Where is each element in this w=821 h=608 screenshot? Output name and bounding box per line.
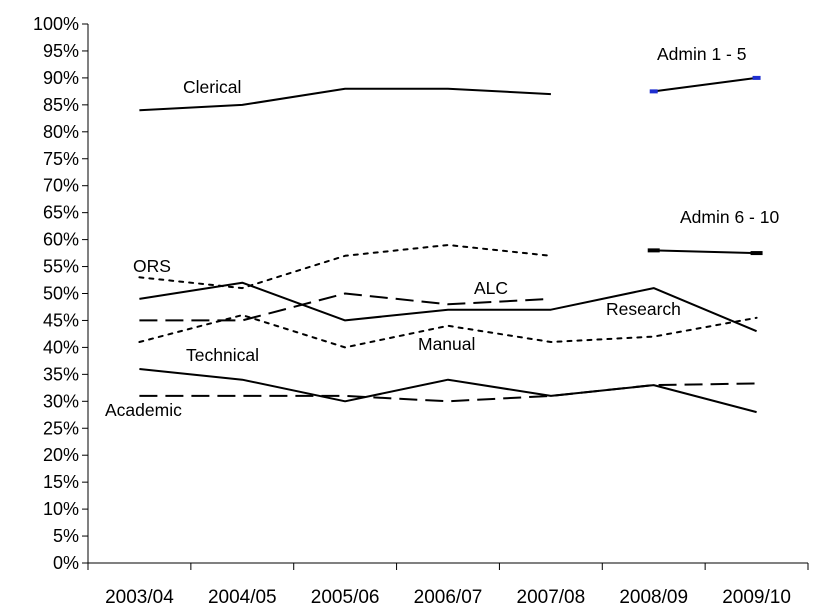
series-line-academic <box>139 382 757 403</box>
y-tick-label: 10% <box>43 499 79 519</box>
series-manual <box>138 314 758 349</box>
y-tick-label: 5% <box>53 526 79 546</box>
series-marker-admin-6-10 <box>750 251 763 256</box>
series-labels: Clerical Admin 1 - 5 Admin 6 - 10 ORS Re… <box>105 44 779 420</box>
y-tick-label: 65% <box>43 203 79 223</box>
y-tick-label: 100% <box>33 14 79 34</box>
x-tick-label: 2006/07 <box>414 587 483 608</box>
series-label-ors: ORS <box>133 256 171 276</box>
series-marker-admin-1-5 <box>649 89 658 94</box>
series-label-manual: Manual <box>418 334 475 354</box>
y-tick-label: 30% <box>43 391 79 411</box>
x-tick-label: 2008/09 <box>619 587 688 608</box>
series-label-alc: ALC <box>474 278 508 298</box>
series-label-technical: Technical <box>186 345 259 365</box>
series-line-alc <box>139 292 551 322</box>
series-research <box>139 281 757 333</box>
y-tick-label: 40% <box>43 337 79 357</box>
series-label-clerical: Clerical <box>183 77 241 97</box>
y-tick-label: 25% <box>43 418 79 438</box>
x-tick-label: 2004/05 <box>208 587 277 608</box>
y-tick-label: 95% <box>43 41 79 61</box>
series-layer <box>138 75 763 414</box>
x-axis: 2003/04 2004/05 2005/06 2006/07 2007/08 2008/… <box>87 562 809 608</box>
y-tick-label: 15% <box>43 472 79 492</box>
series-admin-6-10 <box>647 248 763 256</box>
y-tick-label: 70% <box>43 176 79 196</box>
y-tick-label: 0% <box>53 553 79 573</box>
series-technical <box>139 368 757 414</box>
y-tick-label: 90% <box>43 68 79 88</box>
series-line-ors <box>138 244 552 290</box>
x-tick-label: 2007/08 <box>517 587 586 608</box>
series-academic <box>139 382 757 403</box>
x-tick-label: 2009/10 <box>722 587 791 608</box>
y-tick-label: 80% <box>43 122 79 142</box>
series-admin-1-5 <box>649 75 761 94</box>
y-tick-label: 75% <box>43 149 79 169</box>
series-line-admin-1-5 <box>653 76 757 93</box>
y-tick-label: 60% <box>43 230 79 250</box>
series-clerical <box>139 87 551 112</box>
series-alc <box>139 292 551 322</box>
y-tick-label: 85% <box>43 95 79 115</box>
y-tick-label: 50% <box>43 284 79 304</box>
series-marker-admin-1-5 <box>752 75 761 80</box>
series-line-admin-6-10 <box>653 249 757 255</box>
y-tick-label: 35% <box>43 364 79 384</box>
series-label-research: Research <box>606 299 681 319</box>
series-label-admin-1-5: Admin 1 - 5 <box>657 44 746 64</box>
series-marker-admin-6-10 <box>647 248 660 253</box>
series-ors <box>138 244 552 290</box>
series-line-manual <box>138 314 758 349</box>
series-label-admin-6-10: Admin 6 - 10 <box>680 207 779 227</box>
series-line-research <box>139 281 757 333</box>
series-line-technical <box>139 368 757 414</box>
y-tick-label: 20% <box>43 445 79 465</box>
y-tick-label: 55% <box>43 257 79 277</box>
series-line-clerical <box>139 87 551 112</box>
x-tick-label: 2003/04 <box>105 587 174 608</box>
y-tick-label: 45% <box>43 310 79 330</box>
series-label-academic: Academic <box>105 400 182 420</box>
y-axis: 0% 5% 10% 15% 20% 25% 30% 35% 40% 45% 50% 55% 60% 65%… <box>33 14 89 573</box>
x-tick-label: 2005/06 <box>311 587 380 608</box>
